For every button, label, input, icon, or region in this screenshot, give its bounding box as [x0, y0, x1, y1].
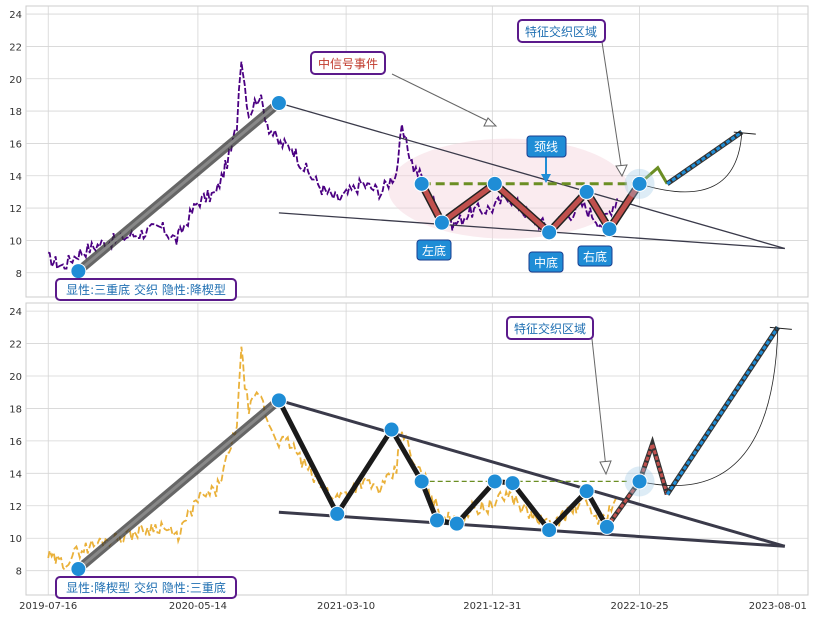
x-tick-label: 2023-08-01 [749, 601, 807, 612]
pattern-point [578, 183, 595, 200]
y-tick-label: 10 [9, 534, 22, 545]
pattern-point [433, 214, 450, 231]
left-bottom-text: 左底 [422, 243, 446, 258]
bottom-plot-area [25, 302, 809, 596]
top-label-left-bottom: 左底 [416, 239, 452, 261]
zone-arrow [591, 338, 607, 469]
pattern-point [413, 175, 430, 192]
top-annotation-zone: 特征交织区域 [517, 19, 606, 43]
pattern-point [329, 505, 346, 522]
y-tick-label: 18 [9, 107, 22, 118]
pattern-point [631, 175, 648, 192]
top-bottom-label: 显性:三重底 交织 隐性:降楔型 [55, 278, 237, 301]
right-bottom-text: 右底 [583, 249, 607, 264]
x-tick-label: 2021-03-10 [317, 601, 375, 612]
breakout-wave [605, 439, 669, 528]
event-arrow [391, 73, 495, 125]
zone-arrow-head [615, 164, 628, 178]
x-tick-label: 2020-05-14 [169, 601, 227, 612]
wedge-lower-line [278, 212, 785, 250]
neckline-arrow-head [541, 174, 551, 183]
annotation-neckline-text: 颈线 [534, 140, 558, 154]
y-tick-label: 14 [9, 172, 22, 183]
pattern-point [578, 483, 595, 500]
top-label-right-bottom: 右底 [577, 245, 613, 267]
x-tick-labels: 2019-07-16 2020-05-14 2021-03-10 2021-12-31… [19, 601, 807, 612]
bottom-annotation-zone: 特征交织区域 [506, 316, 594, 340]
pattern-point [598, 518, 615, 535]
x-tick-label: 2022-10-25 [610, 601, 668, 612]
pattern-point [541, 224, 558, 241]
y-tick-label: 20 [9, 75, 22, 86]
bottom-annotation-zone-text: 特征交织区域 [514, 321, 586, 336]
target-cap-line [769, 326, 792, 330]
pattern-point [448, 515, 465, 532]
y-tick-label: 10 [9, 236, 22, 247]
pattern-point [270, 95, 287, 111]
wedge-upper-line [278, 102, 785, 250]
target-cap-line [733, 131, 756, 135]
top-label-middle-bottom: 中底 [528, 251, 564, 273]
pattern-point [70, 561, 87, 578]
top-grid [26, 6, 808, 297]
zone-arrow [601, 41, 623, 173]
projection-target [665, 326, 780, 496]
pattern-point [383, 421, 400, 438]
y-tick-label: 12 [9, 204, 22, 215]
pattern-point [413, 473, 430, 490]
top-pattern-label-text: 显性:三重底 交织 隐性:降楔型 [66, 282, 226, 297]
uptrend-line-inner [76, 101, 281, 273]
y-tick-label: 14 [9, 469, 22, 480]
event-arrow-head [483, 117, 498, 127]
y-tick-label: 12 [9, 502, 22, 513]
y-tick-label: 22 [9, 340, 22, 351]
pattern-point [631, 473, 648, 490]
annotation-zone-text: 特征交织区域 [525, 24, 597, 39]
bottom-bottom-label: 显性:降楔型 交织 隐性:三重底 [55, 576, 237, 599]
projection-arc [639, 327, 779, 486]
top-markers [70, 95, 648, 280]
y-tick-label: 24 [9, 10, 22, 21]
y-tick-label: 20 [9, 372, 22, 383]
middle-bottom-text: 中底 [534, 255, 558, 270]
pattern-point [486, 473, 503, 490]
price-line [47, 346, 619, 572]
zone-arrow-head [599, 460, 612, 476]
y-tick-label: 24 [9, 307, 22, 318]
uptrend-line-inner [76, 398, 281, 571]
top-y-tick-labels: 8 10 12 14 16 18 20 22 24 [9, 10, 22, 280]
top-annotation-event: 中信号事件 [310, 51, 386, 75]
wedge-lower-line [278, 510, 785, 548]
annotation-event-text: 中信号事件 [318, 56, 378, 71]
y-tick-label: 18 [9, 404, 22, 415]
bottom-markers [70, 392, 648, 578]
bottom-pattern-label-text: 显性:降楔型 交织 隐性:三重底 [66, 580, 226, 595]
x-tick-label: 2019-07-16 [19, 601, 77, 612]
y-tick-label: 8 [16, 269, 22, 280]
pattern-point [601, 221, 618, 238]
y-tick-label: 22 [9, 42, 22, 53]
pattern-point [70, 263, 87, 280]
pattern-point [486, 175, 503, 192]
wedge-upper-line [278, 398, 786, 548]
pattern-point [270, 392, 287, 409]
pattern-point [541, 522, 558, 539]
bottom-price-series [47, 346, 619, 572]
y-tick-label: 8 [16, 567, 22, 578]
top-annotation-neckline: 颈线 [526, 135, 567, 158]
y-tick-label: 16 [9, 139, 22, 150]
pattern-point [429, 512, 446, 529]
y-tick-label: 16 [9, 437, 22, 448]
projection-target [666, 130, 743, 186]
bottom-panel: 8 10 12 14 16 18 20 22 24 [9, 302, 809, 596]
projection-zigzag [638, 165, 669, 185]
bottom-y-tick-labels: 8 10 12 14 16 18 20 22 24 [9, 307, 22, 578]
x-tick-label: 2021-12-31 [463, 601, 521, 612]
top-panel: 8 10 12 14 16 18 20 22 24 [9, 5, 809, 298]
projection-arc [639, 132, 743, 193]
pattern-point [504, 475, 521, 492]
